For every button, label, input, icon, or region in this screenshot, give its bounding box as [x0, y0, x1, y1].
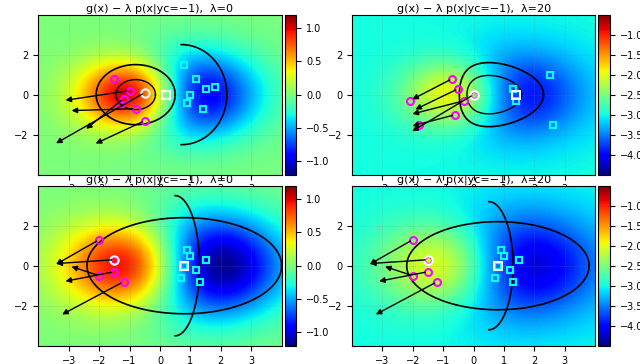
Title: g(x) − λ p(x|yc=−1),  λ=0: g(x) − λ p(x|yc=−1), λ=0 — [86, 4, 234, 14]
Title: g(x) − λ p(x|yc=−1),  λ=20: g(x) − λ p(x|yc=−1), λ=20 — [397, 4, 550, 14]
Title: g(x) − λ p(x|yc=−1),  λ=20: g(x) − λ p(x|yc=−1), λ=20 — [397, 175, 550, 185]
Title: g(x) − λ p(x|yc=−1),  λ=0: g(x) − λ p(x|yc=−1), λ=0 — [86, 175, 234, 185]
